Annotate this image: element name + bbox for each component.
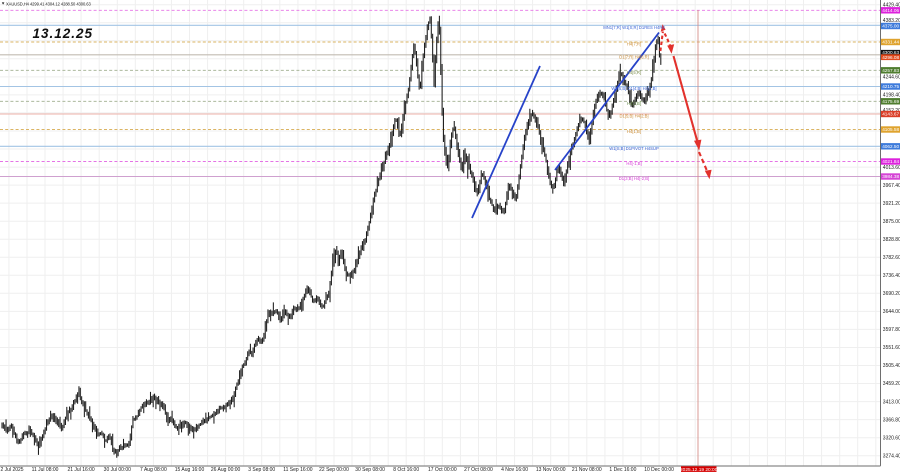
svg-text:W1[S;B] D1PIVOT H4SUP: W1[S;B] D1PIVOT H4SUP bbox=[609, 146, 659, 151]
svg-text:4021.84: 4021.84 bbox=[882, 159, 899, 164]
svg-text:15 Aug 16:00: 15 Aug 16:00 bbox=[175, 467, 205, 473]
svg-text:7 Aug 08:00: 7 Aug 08:00 bbox=[140, 467, 167, 473]
svg-text:3782.60: 3782.60 bbox=[883, 255, 900, 261]
svg-text:D1[3;B] H4[-2;B]: D1[3;B] H4[-2;B] bbox=[619, 176, 650, 181]
svg-text:3320.60: 3320.60 bbox=[883, 435, 900, 441]
svg-text:D1[5;B] H4[2;B]: D1[5;B] H4[2;B] bbox=[619, 114, 648, 119]
svg-text:3644.00: 3644.00 bbox=[883, 309, 900, 315]
svg-text:4198.40: 4198.40 bbox=[883, 93, 900, 99]
svg-text:H4[3;B]: H4[3;B] bbox=[627, 101, 641, 106]
svg-text:4429.40: 4429.40 bbox=[883, 2, 900, 8]
svg-text:2 Jul 2025: 2 Jul 2025 bbox=[1, 467, 24, 473]
svg-text:4300.63: 4300.63 bbox=[882, 50, 899, 55]
svg-text:10 Dec 00:00: 10 Dec 00:00 bbox=[644, 467, 674, 473]
svg-text:H4[5;R]: H4[5;R] bbox=[627, 70, 641, 75]
svg-text:3459.20: 3459.20 bbox=[883, 381, 900, 387]
svg-text:3597.80: 3597.80 bbox=[883, 327, 900, 333]
svg-text:4296.08: 4296.08 bbox=[882, 55, 899, 60]
svg-text:3828.80: 3828.80 bbox=[883, 237, 900, 243]
svg-text:3690.20: 3690.20 bbox=[883, 291, 900, 297]
svg-text:3505.40: 3505.40 bbox=[883, 363, 900, 369]
svg-text:3984.38: 3984.38 bbox=[882, 174, 899, 179]
svg-text:H4[7;R]: H4[7;R] bbox=[627, 42, 641, 47]
svg-text:17 Oct 00:00: 17 Oct 00:00 bbox=[428, 467, 457, 473]
svg-text:30 Sep 08:00: 30 Sep 08:00 bbox=[355, 467, 385, 473]
svg-text:3551.60: 3551.60 bbox=[883, 345, 900, 351]
svg-text:21 Nov 08:00: 21 Nov 08:00 bbox=[572, 467, 602, 473]
svg-text:11 Sep 16:00: 11 Sep 16:00 bbox=[283, 467, 313, 473]
svg-text:27 Oct 08:00: 27 Oct 08:00 bbox=[464, 467, 493, 473]
svg-text:4013.60: 4013.60 bbox=[883, 165, 900, 171]
svg-text:4331.44: 4331.44 bbox=[882, 40, 899, 45]
svg-text:1 Dec 16:00: 1 Dec 16:00 bbox=[609, 467, 636, 473]
svg-text:D1[7;R] H4[6;R]: D1[7;R] H4[6;R] bbox=[619, 55, 649, 60]
svg-text:W1[5;B] D1[4;B] H4[4;B]: W1[5;B] D1[4;B] H4[4;B] bbox=[611, 86, 656, 91]
svg-text:3921.20: 3921.20 bbox=[883, 201, 900, 207]
svg-text:22 Sep 00:00: 22 Sep 00:00 bbox=[319, 467, 349, 473]
svg-text:4062.50: 4062.50 bbox=[882, 144, 899, 149]
svg-text:26 Aug 00:00: 26 Aug 00:00 bbox=[211, 467, 241, 473]
svg-text:XAUUSD,H4 4299.41 4304.12 428: XAUUSD,H4 4299.41 4304.12 4288.50 4300.6… bbox=[6, 2, 91, 7]
svg-text:4375.00: 4375.00 bbox=[882, 24, 899, 29]
svg-text:21 Jul 16:00: 21 Jul 16:00 bbox=[67, 467, 94, 473]
svg-text:8 Oct 16:00: 8 Oct 16:00 bbox=[393, 467, 419, 473]
svg-text:H4[-1;B]: H4[-1;B] bbox=[626, 161, 641, 166]
svg-text:13 Nov 00:00: 13 Nov 00:00 bbox=[536, 467, 566, 473]
svg-text:4 Nov 16:00: 4 Nov 16:00 bbox=[501, 467, 528, 473]
svg-text:4210.75: 4210.75 bbox=[882, 84, 899, 89]
svg-text:3366.80: 3366.80 bbox=[883, 417, 900, 423]
svg-text:4383.20: 4383.20 bbox=[883, 18, 900, 24]
svg-text:3875.00: 3875.00 bbox=[883, 219, 900, 225]
svg-text:4105.58: 4105.58 bbox=[882, 127, 899, 132]
svg-text:3 Sep 08:00: 3 Sep 08:00 bbox=[248, 467, 275, 473]
svg-text:3413.00: 3413.00 bbox=[883, 399, 900, 405]
svg-text:4244.60: 4244.60 bbox=[883, 75, 900, 81]
svg-text:4257.83: 4257.83 bbox=[882, 68, 899, 73]
svg-text:3736.40: 3736.40 bbox=[883, 273, 900, 279]
svg-text:30 Jul 00:00: 30 Jul 00:00 bbox=[104, 467, 131, 473]
svg-text:4143.67: 4143.67 bbox=[882, 112, 899, 117]
svg-text:11 Jul 08:00: 11 Jul 08:00 bbox=[32, 467, 59, 473]
svg-text:4175.69: 4175.69 bbox=[882, 99, 899, 104]
svg-text:3967.40: 3967.40 bbox=[883, 183, 900, 189]
svg-text:2025.12.19 20:00: 2025.12.19 20:00 bbox=[680, 467, 718, 473]
svg-text:H4[1;B]: H4[1;B] bbox=[627, 129, 641, 134]
svg-text:MN1[7;R] W1[S;R] D1RES H4R8: MN1[7;R] W1[S;R] D1RES H4R8 bbox=[603, 25, 665, 30]
svg-text:3274.40: 3274.40 bbox=[883, 453, 900, 459]
svg-text:4414.06: 4414.06 bbox=[882, 8, 899, 13]
svg-text:13.12.25: 13.12.25 bbox=[33, 26, 94, 41]
